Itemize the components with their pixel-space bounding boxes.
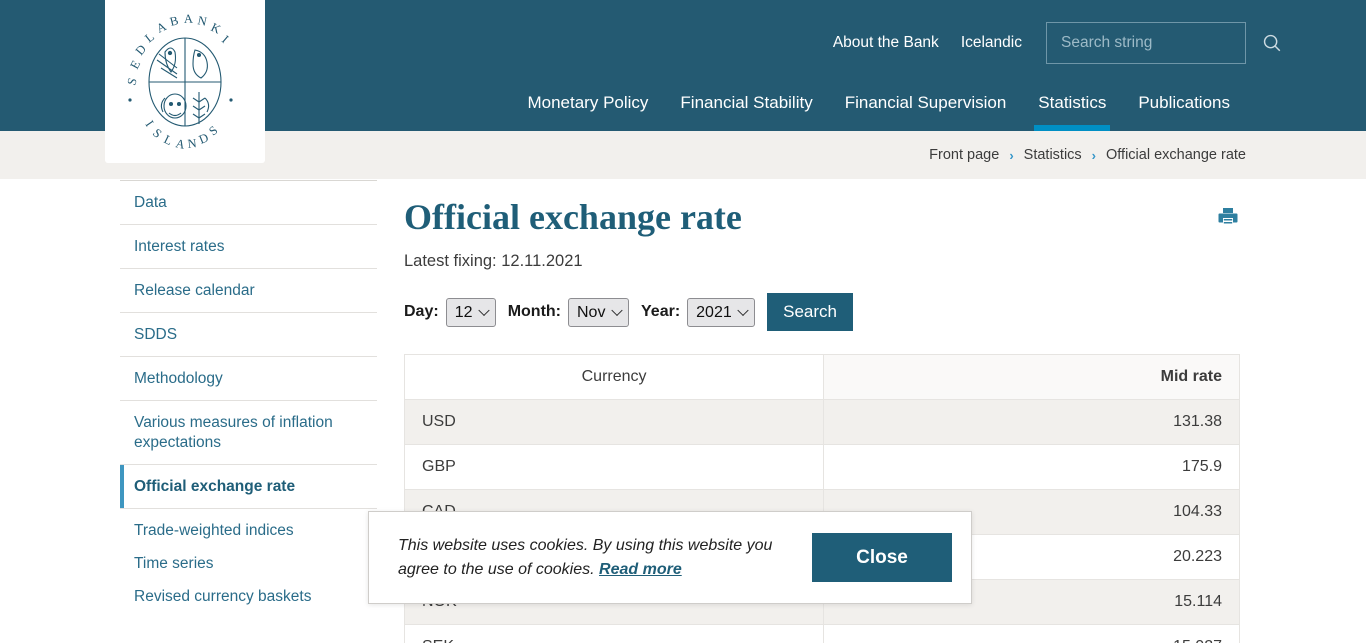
table-row: GBP 175.9: [403, 444, 1240, 491]
logo[interactable]: S E D L A B A N K I I S L A N D S: [105, 0, 265, 163]
svg-text:E: E: [127, 57, 143, 71]
svg-text:D: D: [197, 130, 212, 147]
svg-text:A: A: [154, 18, 169, 35]
sidebar-item-time-series[interactable]: Time series: [134, 555, 214, 572]
cell-mid-rate: 104.33: [823, 489, 1240, 536]
year-select-wrap[interactable]: 2021: [687, 297, 756, 327]
cell-mid-rate: 15.027: [823, 624, 1240, 643]
svg-text:I: I: [143, 117, 157, 129]
nav-item-financial-supervision[interactable]: Financial Supervision: [844, 93, 1007, 112]
year-select[interactable]: 2021: [687, 297, 756, 327]
breadcrumb-item-front-page[interactable]: Front page: [929, 147, 1000, 163]
month-select[interactable]: Nov: [568, 297, 629, 327]
breadcrumb: Front page › Statistics › Official excha…: [929, 147, 1246, 163]
sidebar-item-inflation-expectations[interactable]: Various measures of inflation expectatio…: [120, 400, 377, 464]
table-header-row: Currency Mid rate: [403, 354, 1240, 401]
search-box[interactable]: [1046, 22, 1281, 64]
utility-link-icelandic[interactable]: Icelandic: [960, 34, 1022, 51]
sidebar-item-methodology[interactable]: Methodology: [120, 356, 377, 400]
year-label: Year:: [641, 303, 681, 321]
cookie-consent-banner: This website uses cookies. By using this…: [368, 511, 972, 604]
sidebar: Data Interest rates Release calendar SDD…: [120, 179, 377, 643]
sidebar-item-interest-rates[interactable]: Interest rates: [120, 224, 377, 268]
svg-text:I: I: [219, 32, 232, 46]
breadcrumb-item-statistics[interactable]: Statistics: [1023, 147, 1082, 163]
svg-text:B: B: [168, 13, 180, 29]
sidebar-item-release-calendar[interactable]: Release calendar: [120, 268, 377, 312]
cookie-close-button[interactable]: Close: [812, 533, 952, 582]
svg-text:N: N: [196, 13, 209, 29]
bank-emblem-icon: S E D L A B A N K I I S L A N D S: [124, 12, 233, 152]
breadcrumb-item-current: Official exchange rate: [1106, 147, 1246, 163]
printer-icon[interactable]: [1216, 205, 1240, 229]
nav-item-statistics[interactable]: Statistics: [1022, 93, 1122, 131]
nav-item-publications[interactable]: Publications: [1138, 93, 1230, 112]
title-row: Official exchange rate: [404, 197, 1240, 238]
month-label: Month:: [507, 303, 561, 321]
chevron-right-icon: ›: [1009, 147, 1014, 163]
day-select-wrap[interactable]: 12: [445, 297, 496, 327]
svg-text:D: D: [133, 41, 150, 58]
utility-nav: About the Bank Icelandic: [832, 22, 1281, 64]
day-label: Day:: [404, 303, 439, 321]
exchange-rate-filter-form: Day: 12 Month: Nov Year: 2021 Search: [404, 293, 1240, 332]
nav-item-monetary-policy[interactable]: Monetary Policy: [527, 93, 649, 112]
day-select[interactable]: 12: [445, 297, 496, 327]
cell-mid-rate: 175.9: [823, 444, 1240, 491]
main-nav: Monetary Policy Financial Stability Fina…: [511, 93, 1246, 131]
column-header-currency: Currency: [403, 354, 825, 401]
cookie-consent-text: This website uses cookies. By using this…: [398, 534, 812, 582]
svg-text:L: L: [142, 29, 157, 45]
latest-fixing-text: Latest fixing: 12.11.2021: [404, 252, 583, 271]
search-button[interactable]: Search: [767, 293, 854, 332]
sidebar-item-official-exchange-rate[interactable]: Official exchange rate: [120, 464, 377, 508]
svg-text:N: N: [187, 136, 198, 151]
search-input[interactable]: [1061, 34, 1261, 52]
search-icon[interactable]: [1261, 32, 1283, 54]
table-row: USD 131.38: [403, 399, 1240, 446]
sidebar-item-revised-currency-baskets[interactable]: Revised currency baskets: [134, 588, 312, 605]
svg-text:K: K: [209, 20, 224, 37]
month-select-wrap[interactable]: Nov: [568, 297, 629, 327]
site-header: S E D L A B A N K I I S L A N D S: [0, 0, 1366, 163]
column-header-mid-rate: Mid rate: [823, 354, 1240, 401]
chevron-right-icon: ›: [1091, 147, 1097, 163]
svg-text:A: A: [174, 136, 187, 152]
cell-currency: GBP: [403, 444, 825, 491]
cookie-read-more-link[interactable]: Read more: [599, 560, 682, 578]
page-title: Official exchange rate: [404, 197, 742, 237]
table-row: SEK 15.027: [403, 624, 1240, 643]
sidebar-item-trade-weighted-indices[interactable]: Trade-weighted indices: [120, 508, 377, 552]
sidebar-item-data[interactable]: Data: [120, 180, 377, 224]
cookie-consent-message: This website uses cookies. By using this…: [398, 536, 773, 578]
svg-text:A: A: [184, 12, 195, 26]
svg-text:S: S: [124, 75, 140, 87]
table-head: Currency Mid rate: [403, 354, 1240, 401]
cell-mid-rate: 131.38: [823, 399, 1240, 446]
svg-text:L: L: [162, 132, 176, 148]
utility-link-about-the-bank[interactable]: About the Bank: [832, 34, 939, 51]
cell-currency: USD: [403, 399, 825, 446]
cell-currency: SEK: [403, 624, 825, 643]
nav-item-financial-stability[interactable]: Financial Stability: [680, 93, 813, 112]
sidebar-item-sdds[interactable]: SDDS: [120, 312, 377, 356]
svg-text:S: S: [150, 125, 165, 141]
